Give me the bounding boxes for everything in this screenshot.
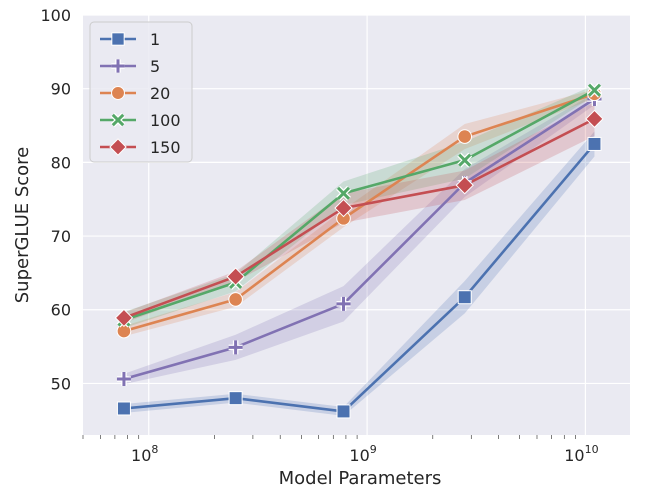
x-axis-label: Model Parameters [279, 468, 442, 489]
legend-entry-1: 1 [100, 30, 160, 49]
marker-x [110, 112, 126, 128]
legend-entry-100: 100 [100, 111, 181, 130]
band-20 [123, 89, 595, 337]
marker-square [111, 32, 125, 46]
marker-circle [111, 86, 125, 100]
marker-x [336, 185, 351, 201]
legend-entry-5: 5 [100, 57, 160, 76]
marker-square [336, 404, 351, 419]
x-tick-label: 108 [131, 443, 158, 465]
marker-x [587, 82, 602, 98]
marker-diamond [455, 176, 474, 195]
legend-label: 5 [150, 57, 160, 76]
legend-box [89, 21, 193, 163]
y-tick-label: 60 [51, 301, 71, 320]
y-axis-label: SuperGLUE Score [12, 147, 33, 304]
marker-circle [457, 129, 473, 144]
y-tick-label: 90 [51, 80, 71, 99]
marker-diamond [585, 109, 604, 129]
x-tick-label: 109 [349, 443, 376, 465]
marker-square [457, 290, 472, 305]
y-axis-ticks: 50 60 70 80 90 100 [40, 6, 71, 393]
legend-entry-150: 150 [100, 138, 181, 157]
marker-diamond [334, 198, 353, 218]
band-150 [123, 101, 595, 324]
marker-diamond [114, 308, 134, 328]
x-axis-ticks: 108 109 1010 [82, 435, 599, 465]
confidence-bands [123, 85, 595, 416]
legend-label: 20 [150, 84, 170, 103]
legend-entry-20: 20 [100, 84, 170, 103]
marker-plus [336, 296, 351, 311]
legend-label: 100 [150, 111, 181, 130]
marker-x [457, 152, 473, 168]
marker-circle [228, 292, 243, 307]
x-tick-label: 1010 [564, 443, 598, 465]
band-100 [123, 85, 595, 329]
marker-plus [111, 59, 125, 73]
marker-plus [116, 372, 131, 386]
marker-diamond [226, 267, 245, 286]
legend-label: 150 [150, 138, 181, 157]
legend: 1 5 20 100 150 [89, 21, 193, 163]
series-markers [114, 82, 604, 419]
marker-square [116, 401, 131, 416]
marker-square [587, 136, 602, 151]
marker-square [228, 391, 243, 406]
y-tick-label: 100 [40, 6, 71, 25]
y-tick-label: 70 [51, 227, 71, 246]
y-tick-label: 80 [51, 153, 71, 172]
band-5 [123, 93, 595, 385]
marker-plus [228, 340, 243, 355]
legend-label: 1 [150, 30, 160, 49]
marker-diamond [109, 138, 127, 156]
y-tick-label: 50 [51, 374, 71, 393]
